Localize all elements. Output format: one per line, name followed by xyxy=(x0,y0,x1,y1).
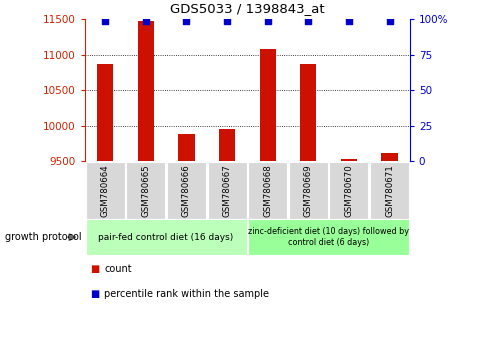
Text: growth protocol: growth protocol xyxy=(5,232,81,242)
Text: ■: ■ xyxy=(90,289,99,299)
Text: GSM780670: GSM780670 xyxy=(344,164,353,217)
Bar xyxy=(218,129,235,161)
Bar xyxy=(259,49,275,161)
Text: GSM780671: GSM780671 xyxy=(384,164,393,217)
Bar xyxy=(288,162,327,219)
Bar xyxy=(248,219,408,255)
Bar xyxy=(86,162,124,219)
Point xyxy=(182,18,190,24)
Text: GSM780667: GSM780667 xyxy=(222,164,231,217)
Bar xyxy=(207,162,246,219)
Bar xyxy=(340,159,356,161)
Text: GSM780664: GSM780664 xyxy=(101,164,109,217)
Bar xyxy=(97,64,113,161)
Bar xyxy=(178,134,194,161)
Text: GSM780666: GSM780666 xyxy=(182,164,191,217)
Title: GDS5033 / 1398843_at: GDS5033 / 1398843_at xyxy=(170,2,324,16)
Text: GSM780669: GSM780669 xyxy=(303,164,312,217)
Text: zinc-deficient diet (10 days) followed by
control diet (6 days): zinc-deficient diet (10 days) followed b… xyxy=(248,228,408,247)
Bar xyxy=(126,162,165,219)
Point xyxy=(223,18,230,24)
Point xyxy=(304,18,312,24)
Bar xyxy=(137,21,153,161)
Point xyxy=(344,18,352,24)
Text: percentile rank within the sample: percentile rank within the sample xyxy=(104,289,269,299)
Text: GSM780665: GSM780665 xyxy=(141,164,150,217)
Bar xyxy=(300,64,316,161)
Point xyxy=(385,18,393,24)
Bar xyxy=(329,162,368,219)
Text: pair-fed control diet (16 days): pair-fed control diet (16 days) xyxy=(98,233,233,242)
Text: ■: ■ xyxy=(90,264,99,274)
Point xyxy=(142,18,150,24)
Bar xyxy=(248,162,287,219)
Text: count: count xyxy=(104,264,132,274)
Point xyxy=(263,18,271,24)
Point xyxy=(101,18,109,24)
Bar xyxy=(166,162,206,219)
Bar xyxy=(86,219,246,255)
Bar xyxy=(380,153,397,161)
Text: GSM780668: GSM780668 xyxy=(263,164,272,217)
Bar xyxy=(369,162,408,219)
